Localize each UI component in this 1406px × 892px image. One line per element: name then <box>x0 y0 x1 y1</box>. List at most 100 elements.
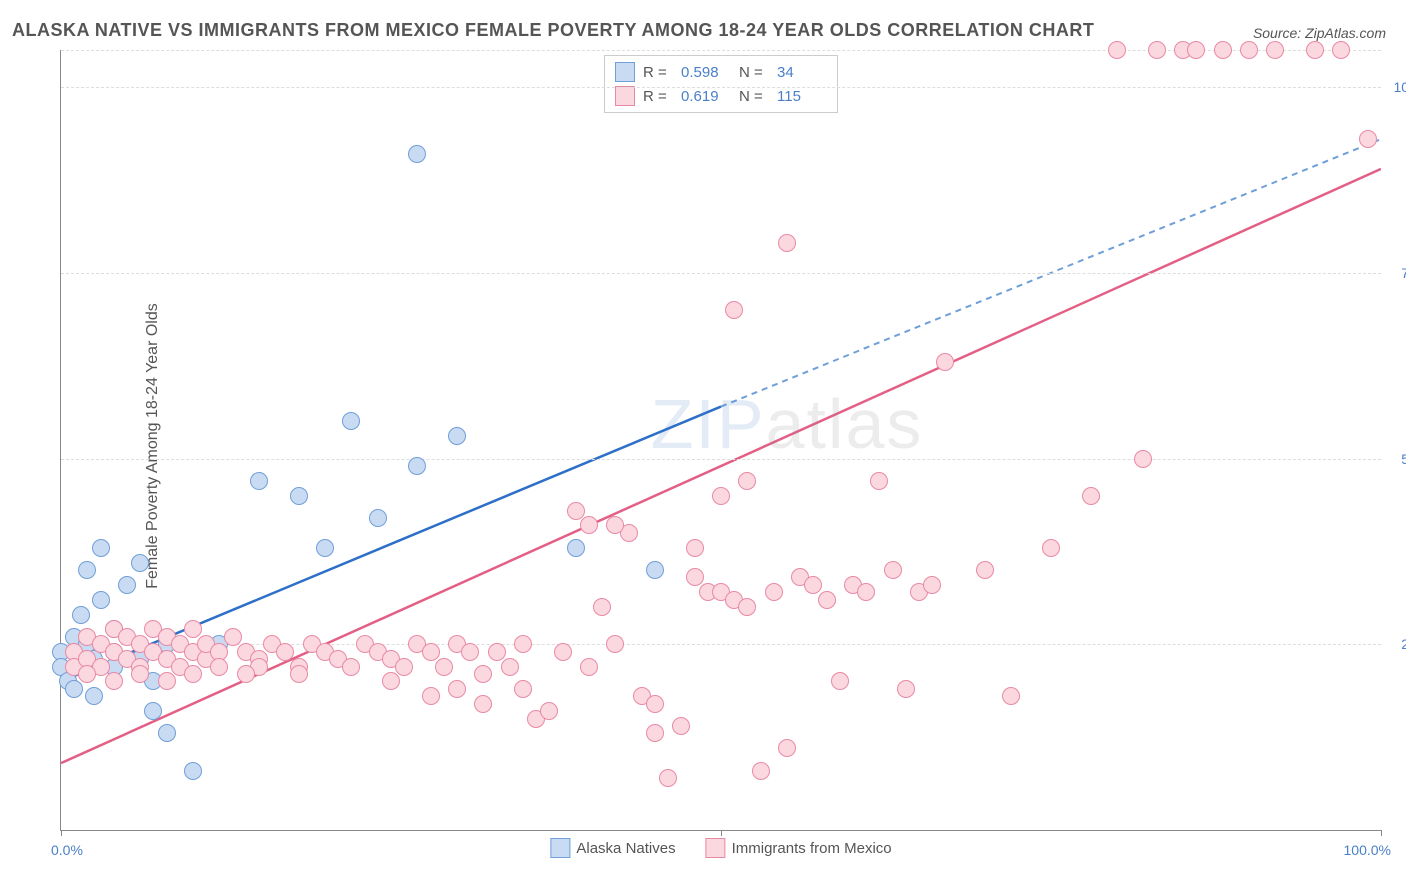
data-point-pink <box>184 620 202 638</box>
data-point-blue <box>144 702 162 720</box>
data-point-pink <box>210 658 228 676</box>
data-point-pink <box>646 724 664 742</box>
legend-swatch-pink <box>706 838 726 858</box>
data-point-pink <box>448 680 466 698</box>
data-point-pink <box>1148 41 1166 59</box>
data-point-blue <box>369 509 387 527</box>
data-point-pink <box>672 717 690 735</box>
data-point-blue <box>408 145 426 163</box>
data-point-pink <box>646 695 664 713</box>
data-point-blue <box>290 487 308 505</box>
data-point-pink <box>606 635 624 653</box>
data-point-pink <box>725 301 743 319</box>
y-tick-label: 50.0% <box>1386 451 1406 467</box>
gridline <box>61 644 1381 645</box>
legend-n-label: N = <box>739 64 769 81</box>
legend-n-label: N = <box>739 88 769 105</box>
data-point-pink <box>1240 41 1258 59</box>
x-axis-max-label: 100.0% <box>1344 842 1391 858</box>
data-point-blue <box>72 606 90 624</box>
data-point-pink <box>184 665 202 683</box>
data-point-pink <box>976 561 994 579</box>
data-point-blue <box>158 724 176 742</box>
legend-swatch-pink <box>615 86 635 106</box>
data-point-blue <box>408 457 426 475</box>
data-point-pink <box>422 643 440 661</box>
plot-area: R = 0.598 N = 34 R = 0.619 N = 115 ZIPat… <box>60 50 1381 831</box>
x-axis-min-label: 0.0% <box>51 842 83 858</box>
data-point-pink <box>580 658 598 676</box>
data-point-pink <box>395 658 413 676</box>
data-point-pink <box>461 643 479 661</box>
x-tick <box>1381 830 1382 836</box>
data-point-pink <box>580 516 598 534</box>
data-point-pink <box>514 680 532 698</box>
watermark-zip: ZIP <box>651 385 766 463</box>
data-point-pink <box>804 576 822 594</box>
source-label: Source: ZipAtlas.com <box>1253 25 1386 41</box>
data-point-blue <box>65 680 83 698</box>
data-point-pink <box>923 576 941 594</box>
data-point-pink <box>686 539 704 557</box>
y-tick-label: 100.0% <box>1386 79 1406 95</box>
legend-name-pink: Immigrants from Mexico <box>732 840 892 857</box>
data-point-blue <box>184 762 202 780</box>
data-point-blue <box>131 554 149 572</box>
data-point-pink <box>488 643 506 661</box>
data-point-pink <box>501 658 519 676</box>
data-point-pink <box>897 680 915 698</box>
legend-r-label: R = <box>643 88 673 105</box>
gridline <box>61 459 1381 460</box>
data-point-pink <box>131 665 149 683</box>
data-point-pink <box>224 628 242 646</box>
legend-row-blue: R = 0.598 N = 34 <box>615 60 827 84</box>
data-point-pink <box>752 762 770 780</box>
y-tick-label: 75.0% <box>1386 265 1406 281</box>
y-tick-label: 25.0% <box>1386 636 1406 652</box>
data-point-pink <box>1082 487 1100 505</box>
data-point-pink <box>712 487 730 505</box>
data-point-pink <box>738 472 756 490</box>
series-legend: Alaska Natives Immigrants from Mexico <box>550 838 891 858</box>
data-point-pink <box>936 353 954 371</box>
data-point-pink <box>474 665 492 683</box>
data-point-pink <box>593 598 611 616</box>
data-point-pink <box>474 695 492 713</box>
legend-swatch-blue <box>550 838 570 858</box>
x-tick <box>61 830 62 836</box>
data-point-blue <box>316 539 334 557</box>
correlation-legend: R = 0.598 N = 34 R = 0.619 N = 115 <box>604 55 838 113</box>
data-point-blue <box>92 539 110 557</box>
data-point-pink <box>276 643 294 661</box>
data-point-pink <box>659 769 677 787</box>
data-point-pink <box>514 635 532 653</box>
data-point-pink <box>818 591 836 609</box>
chart-title: ALASKA NATIVE VS IMMIGRANTS FROM MEXICO … <box>12 20 1094 41</box>
data-point-pink <box>778 739 796 757</box>
trend-lines-layer <box>61 50 1381 830</box>
data-point-blue <box>250 472 268 490</box>
data-point-pink <box>1214 41 1232 59</box>
data-point-pink <box>567 502 585 520</box>
gridline <box>61 273 1381 274</box>
data-point-blue <box>92 591 110 609</box>
watermark: ZIPatlas <box>651 384 924 464</box>
data-point-pink <box>435 658 453 676</box>
data-point-blue <box>118 576 136 594</box>
data-point-pink <box>778 234 796 252</box>
data-point-blue <box>567 539 585 557</box>
legend-n-value-blue: 34 <box>777 64 827 81</box>
legend-item-pink: Immigrants from Mexico <box>706 838 892 858</box>
data-point-blue <box>448 427 466 445</box>
data-point-pink <box>1134 450 1152 468</box>
data-point-pink <box>237 665 255 683</box>
data-point-pink <box>870 472 888 490</box>
data-point-pink <box>158 672 176 690</box>
legend-r-value-blue: 0.598 <box>681 64 731 81</box>
data-point-pink <box>78 665 96 683</box>
data-point-blue <box>78 561 96 579</box>
data-point-pink <box>422 687 440 705</box>
data-point-pink <box>606 516 624 534</box>
legend-item-blue: Alaska Natives <box>550 838 675 858</box>
gridline <box>61 87 1381 88</box>
